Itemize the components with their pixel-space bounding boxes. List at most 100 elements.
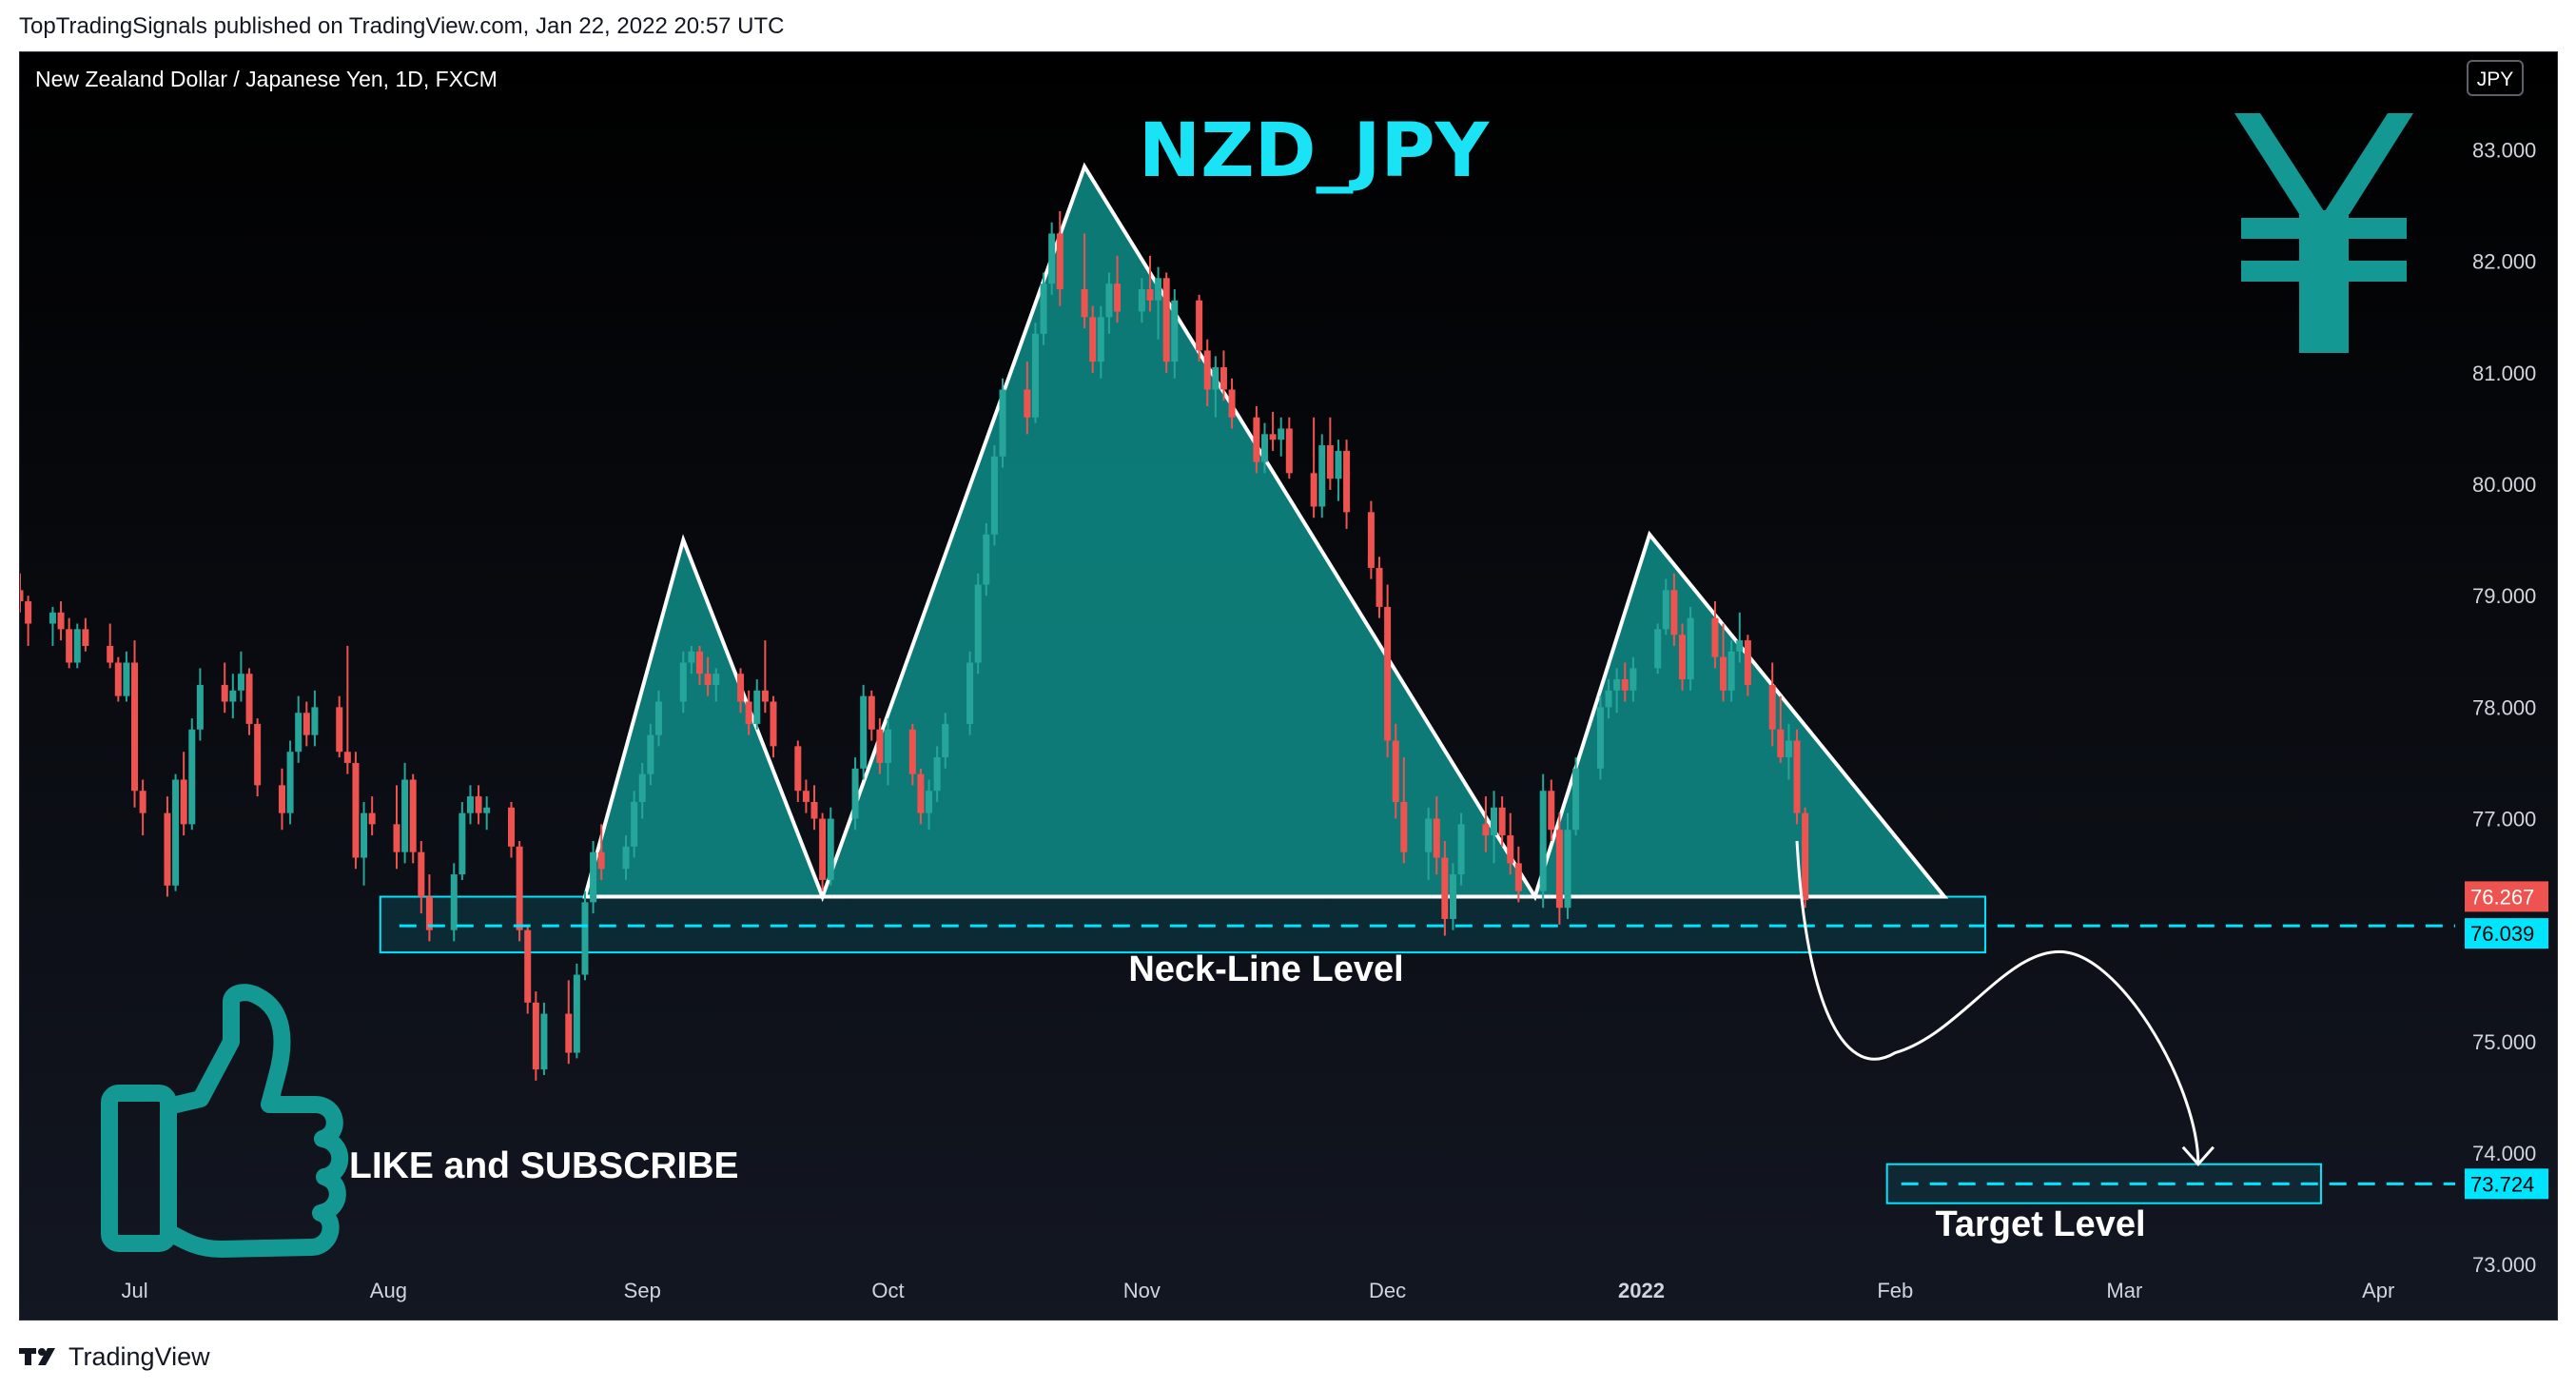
candle-body[interactable]	[1441, 857, 1449, 919]
candle-body[interactable]	[1155, 278, 1162, 301]
candle-body[interactable]	[82, 629, 89, 646]
candle-body[interactable]	[418, 851, 425, 897]
candle-body[interactable]	[1605, 690, 1612, 708]
candle-body[interactable]	[425, 896, 433, 930]
candle-body[interactable]	[1138, 289, 1145, 312]
candle-body[interactable]	[1089, 317, 1097, 362]
candle-body[interactable]	[1711, 617, 1719, 657]
tradingview-logo-icon[interactable]	[19, 1346, 59, 1367]
candle-body[interactable]	[508, 807, 516, 847]
candle-body[interactable]	[1114, 284, 1122, 312]
candle-body[interactable]	[654, 701, 662, 735]
candle-body[interactable]	[1449, 874, 1456, 919]
candle-body[interactable]	[590, 851, 597, 903]
candle-body[interactable]	[1785, 740, 1792, 758]
candle-body[interactable]	[1482, 824, 1490, 836]
candle-body[interactable]	[622, 846, 630, 870]
candle-body[interactable]	[286, 752, 294, 813]
candle-body[interactable]	[966, 662, 974, 724]
candle-body[interactable]	[123, 662, 130, 696]
candle-body[interactable]	[1539, 791, 1547, 891]
candle-body[interactable]	[1400, 801, 1408, 852]
candle-body[interactable]	[983, 534, 990, 585]
chart-canvas[interactable]: 83.000 82.000 81.000 80.000 79.000 78.000 77.0…	[20, 52, 2558, 1321]
candle-body[interactable]	[827, 818, 834, 880]
candle-body[interactable]	[1514, 863, 1522, 891]
candle-body[interactable]	[131, 662, 139, 792]
candle-body[interactable]	[1793, 740, 1801, 813]
candle-body[interactable]	[917, 773, 925, 813]
candle-body[interactable]	[196, 684, 204, 730]
candle-body[interactable]	[1687, 617, 1694, 680]
candle-body[interactable]	[1212, 367, 1220, 390]
candle-body[interactable]	[1630, 668, 1637, 691]
candle-body[interactable]	[114, 662, 122, 696]
candle-body[interactable]	[860, 695, 868, 769]
candle-body[interactable]	[1768, 684, 1776, 730]
candle-body[interactable]	[1260, 434, 1268, 462]
candle-body[interactable]	[1278, 428, 1285, 440]
candle-body[interactable]	[908, 729, 916, 774]
candle-body[interactable]	[20, 590, 24, 602]
candle-body[interactable]	[180, 779, 187, 825]
candle-body[interactable]	[1285, 428, 1293, 474]
candle-body[interactable]	[1613, 679, 1621, 691]
candle-body[interactable]	[753, 690, 761, 724]
candle-body[interactable]	[810, 801, 818, 819]
candle-body[interactable]	[1048, 233, 1056, 284]
candle-body[interactable]	[352, 762, 360, 858]
candle-body[interactable]	[311, 707, 319, 735]
candle-body[interactable]	[990, 456, 998, 535]
candle-body[interactable]	[302, 713, 310, 735]
candle-body[interactable]	[1662, 590, 1669, 630]
candle-body[interactable]	[1171, 300, 1179, 362]
candle-body[interactable]	[876, 729, 884, 763]
candle-body[interactable]	[647, 734, 654, 774]
candle-body[interactable]	[450, 874, 458, 930]
candle-body[interactable]	[1548, 791, 1555, 831]
candle-body[interactable]	[1392, 740, 1399, 802]
candle-body[interactable]	[1679, 635, 1687, 680]
candle-body[interactable]	[597, 851, 605, 870]
candle-body[interactable]	[1105, 284, 1113, 318]
candle-body[interactable]	[1507, 835, 1514, 864]
candle-body[interactable]	[770, 701, 777, 747]
candle-body[interactable]	[1318, 445, 1326, 507]
candle-body[interactable]	[66, 629, 73, 663]
candle-body[interactable]	[1343, 450, 1351, 513]
candle-body[interactable]	[1097, 317, 1104, 362]
candle-body[interactable]	[695, 651, 703, 675]
candle-body[interactable]	[565, 1013, 573, 1053]
candle-body[interactable]	[393, 824, 400, 852]
candle-body[interactable]	[1777, 729, 1785, 758]
candle-body[interactable]	[1162, 278, 1170, 362]
candle-body[interactable]	[631, 801, 638, 847]
candle-body[interactable]	[819, 818, 827, 880]
candle-body[interactable]	[49, 612, 56, 624]
candle-body[interactable]	[57, 612, 65, 630]
candle-body[interactable]	[1564, 830, 1571, 909]
candle-body[interactable]	[745, 701, 752, 724]
candle-body[interactable]	[1310, 473, 1317, 507]
candle-body[interactable]	[1654, 629, 1662, 669]
candle-body[interactable]	[1196, 300, 1203, 351]
candle-body[interactable]	[336, 707, 343, 753]
candle-body[interactable]	[704, 674, 712, 685]
candle-body[interactable]	[1253, 417, 1260, 462]
candle-body[interactable]	[974, 584, 982, 663]
candle-body[interactable]	[1555, 830, 1563, 909]
candle-body[interactable]	[409, 779, 417, 852]
candle-body[interactable]	[401, 779, 409, 852]
candle-body[interactable]	[164, 812, 171, 886]
candle-body[interactable]	[573, 974, 580, 1053]
candle-body[interactable]	[1040, 284, 1047, 334]
candle-body[interactable]	[794, 746, 802, 792]
candle-body[interactable]	[1376, 567, 1383, 607]
candle-body[interactable]	[737, 674, 745, 702]
candle-body[interactable]	[581, 902, 589, 975]
chart-pane[interactable]: 83.000 82.000 81.000 80.000 79.000 78.000 77.0…	[19, 51, 2558, 1321]
candle-body[interactable]	[278, 785, 285, 813]
candle-body[interactable]	[532, 1002, 539, 1070]
candle-body[interactable]	[1146, 289, 1154, 301]
head-and-shoulders-pattern[interactable]	[582, 162, 1949, 903]
